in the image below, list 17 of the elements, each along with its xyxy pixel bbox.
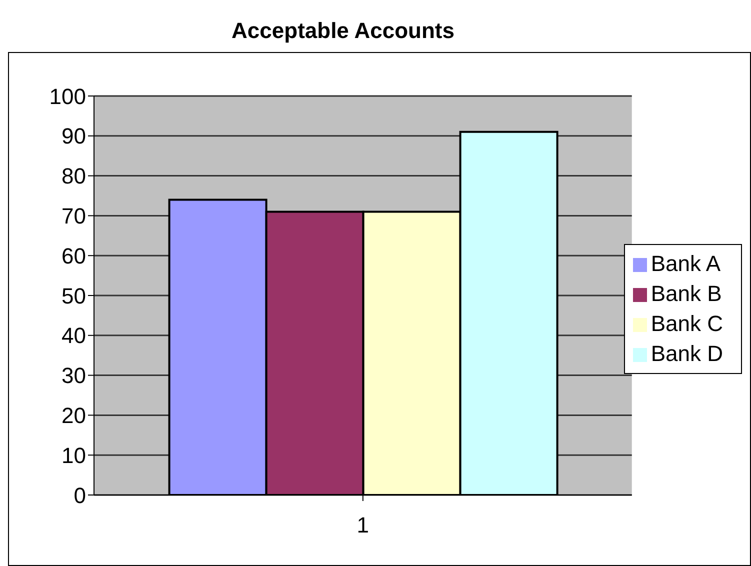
legend-label: Bank D <box>650 341 723 366</box>
y-tick-label: 20 <box>62 403 86 428</box>
x-tick-label: 1 <box>356 512 370 538</box>
y-tick-label: 100 <box>49 84 86 109</box>
legend-label: Bank A <box>650 251 721 276</box>
chart-title: Acceptable Accounts <box>230 17 456 45</box>
y-tick-label: 50 <box>62 283 86 308</box>
y-tick-label: 90 <box>62 124 86 149</box>
y-tick-label: 80 <box>62 164 86 189</box>
y-tick-label: 10 <box>62 442 86 468</box>
legend-label: Bank B <box>650 281 722 306</box>
y-tick-label: 30 <box>62 363 86 388</box>
y-tick-label: 40 <box>62 323 86 348</box>
y-tick-label: 70 <box>62 204 86 229</box>
y-tick-label: 60 <box>62 243 86 268</box>
legend-label: Bank C <box>650 311 723 336</box>
y-tick-label: 0 <box>74 482 86 508</box>
